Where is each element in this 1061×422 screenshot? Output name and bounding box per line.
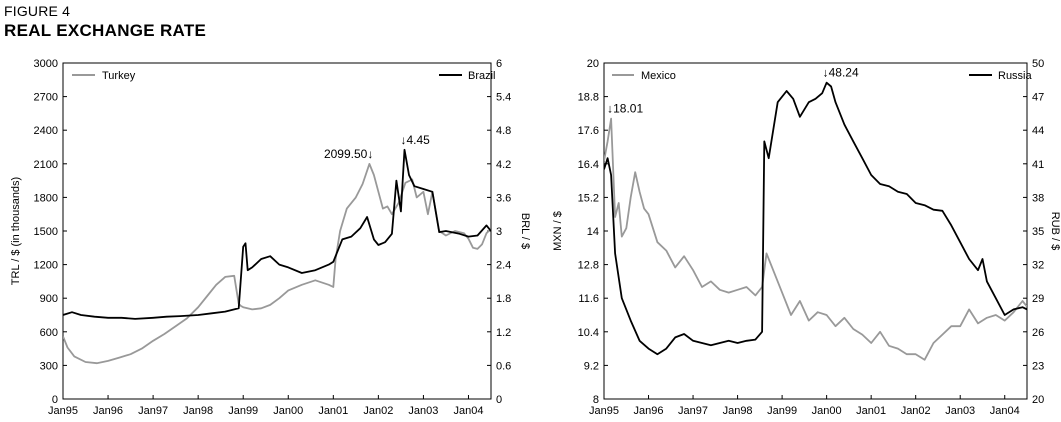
y-right-tick-label: 3.6	[496, 192, 511, 204]
x-tick-label: Jan00	[273, 405, 303, 417]
x-tick-label: Jan04	[990, 405, 1020, 417]
legend-label-mexico: Mexico	[641, 70, 676, 82]
y-left-tick-label: 17.6	[578, 125, 599, 137]
y-right-axis-title: RUB / $	[1049, 212, 1061, 251]
chart-2: Jan95 Jan96 Jan97 Jan98 Jan99 Jan00 Jan01 Jan02…	[552, 58, 1061, 417]
peak-annotation: ↓18.01	[607, 102, 643, 116]
x-tick-label: Jan95	[589, 405, 619, 417]
y-left-tick-label: 0	[52, 394, 58, 406]
plot-frame	[62, 62, 492, 400]
plot-frame	[603, 62, 1028, 400]
y-left-tick-label: 16.4	[578, 159, 599, 171]
y-left-tick-label: 3000	[34, 58, 58, 70]
x-tick-label: Jan98	[183, 405, 213, 417]
y-left-axis-title: TRL / $ (in thousands)	[10, 177, 22, 285]
x-tick-label: Jan99	[228, 405, 258, 417]
legend-label-russia: Russia	[998, 70, 1033, 82]
y-right-tick-label: 2.4	[496, 260, 511, 272]
y-left-tick-label: 15.2	[578, 192, 599, 204]
y-left-tick-label: 1800	[34, 192, 58, 204]
y-right-tick-label: 38	[1032, 192, 1044, 204]
x-tick-label: Jan99	[767, 405, 797, 417]
x-tick-label: Jan98	[723, 405, 753, 417]
peak-annotation: ↓4.45	[400, 133, 430, 147]
y-left-axis-title: MXN / $	[552, 211, 564, 251]
y-left-tick-label: 9.2	[584, 360, 599, 372]
y-right-tick-label: 44	[1032, 125, 1044, 137]
y-left-tick-label: 2100	[34, 159, 58, 171]
y-left-tick-label: 900	[40, 293, 58, 305]
y-right-tick-label: 41	[1032, 159, 1044, 171]
y-right-tick-label: 23	[1032, 360, 1044, 372]
legend-label-brazil: Brazil	[468, 70, 496, 82]
y-left-tick-label: 300	[40, 360, 58, 372]
series-line-mexico	[604, 117, 1027, 361]
x-tick-label: Jan04	[453, 405, 483, 417]
series-line-brazil	[63, 148, 491, 320]
y-left-tick-label: 20	[587, 58, 599, 70]
y-left-tick-label: 14	[587, 226, 599, 238]
y-left-tick-label: 2700	[34, 92, 58, 104]
x-tick-label: Jan01	[318, 405, 348, 417]
x-tick-label: Jan03	[945, 405, 975, 417]
y-right-tick-label: 4.2	[496, 159, 511, 171]
x-tick-label: Jan02	[363, 405, 393, 417]
y-right-tick-label: 0.6	[496, 360, 511, 372]
y-left-tick-label: 18.8	[578, 92, 599, 104]
y-left-tick-label: 1200	[34, 260, 58, 272]
y-right-tick-label: 4.8	[496, 125, 511, 137]
y-left-tick-label: 11.6	[578, 293, 599, 305]
x-tick-label: Jan00	[812, 405, 842, 417]
peak-annotation: ↓48.24	[823, 66, 859, 80]
x-tick-label: Jan96	[93, 405, 123, 417]
y-right-tick-label: 47	[1032, 92, 1044, 104]
x-tick-label: Jan96	[634, 405, 664, 417]
y-right-tick-label: 0	[496, 394, 502, 406]
y-right-tick-label: 35	[1032, 226, 1044, 238]
legend-label-turkey: Turkey	[102, 70, 136, 82]
y-right-tick-label: 29	[1032, 293, 1044, 305]
y-left-tick-label: 1500	[34, 226, 58, 238]
y-right-tick-label: 1.8	[496, 293, 511, 305]
series-line-russia	[604, 81, 1027, 356]
y-right-tick-label: 1.2	[496, 327, 511, 339]
y-right-tick-label: 32	[1032, 260, 1044, 272]
y-right-tick-label: 6	[496, 58, 502, 70]
x-tick-label: Jan03	[408, 405, 438, 417]
y-left-tick-label: 8	[593, 394, 599, 406]
y-right-tick-label: 5.4	[496, 92, 511, 104]
x-tick-label: Jan01	[856, 405, 886, 417]
figure-label: FIGURE 4	[4, 3, 71, 19]
y-right-tick-label: 20	[1032, 394, 1044, 406]
x-tick-label: Jan97	[138, 405, 168, 417]
y-left-tick-label: 12.8	[578, 260, 599, 272]
peak-annotation: 2099.50↓	[324, 147, 373, 161]
y-left-tick-label: 10.4	[578, 327, 599, 339]
figure-title: REAL EXCHANGE RATE	[4, 21, 207, 40]
y-right-axis-title: BRL / $	[519, 213, 531, 249]
chart-1: Jan95 Jan96 Jan97 Jan98 Jan99 Jan00 Jan01 Jan02…	[10, 58, 531, 417]
x-tick-label: Jan95	[48, 405, 78, 417]
y-right-tick-label: 3	[496, 226, 502, 238]
y-left-tick-label: 600	[40, 327, 58, 339]
y-left-tick-label: 2400	[34, 125, 58, 137]
y-right-tick-label: 50	[1032, 58, 1044, 70]
x-tick-label: Jan02	[901, 405, 931, 417]
x-tick-label: Jan97	[678, 405, 708, 417]
y-right-tick-label: 26	[1032, 327, 1044, 339]
